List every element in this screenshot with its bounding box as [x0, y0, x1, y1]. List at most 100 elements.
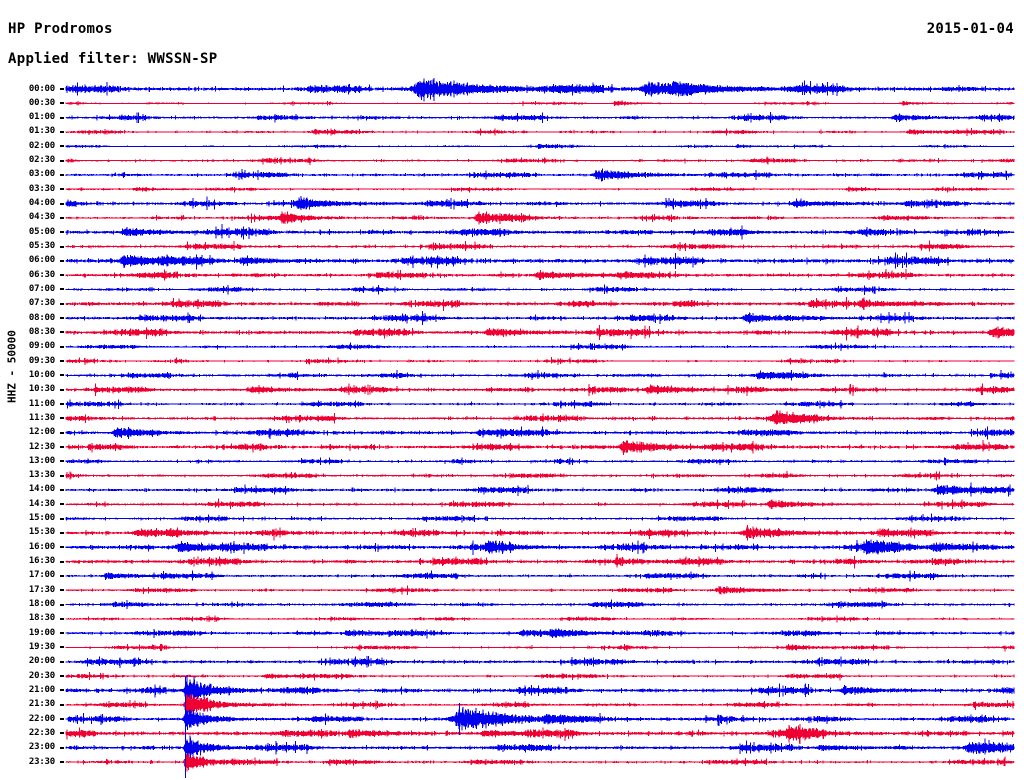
time-tick-label: 07:30: [28, 298, 55, 309]
time-axis-tick: [60, 159, 64, 162]
trace-1800: [65, 599, 1015, 610]
time-axis-tick: [60, 517, 64, 520]
time-tick-label: 10:00: [28, 369, 55, 380]
time-axis-tick: [60, 703, 64, 706]
trace-0300: [65, 168, 1015, 182]
trace-1400: [65, 482, 1015, 497]
trace-1930: [65, 643, 1015, 652]
trace-0230: [65, 156, 1015, 166]
time-axis-tick: [60, 531, 64, 534]
time-axis-tick: [60, 431, 64, 434]
time-axis-tick: [60, 474, 64, 477]
time-tick-label: 03:00: [28, 169, 55, 180]
time-axis-tick: [60, 546, 64, 549]
time-tick-label: 04:00: [28, 198, 55, 209]
trace-0500: [65, 224, 1015, 240]
time-tick-label: 02:30: [28, 155, 55, 166]
time-tick-label: 13:00: [28, 455, 55, 466]
time-axis-tick: [60, 388, 64, 391]
time-tick-label: 01:00: [28, 112, 55, 123]
time-axis-tick: [60, 202, 64, 205]
time-tick-label: 14:00: [28, 484, 55, 495]
trace-2230: [65, 724, 1015, 745]
time-tick-label: 01:30: [28, 126, 55, 137]
time-axis-tick: [60, 488, 64, 491]
time-axis-tick: [60, 732, 64, 735]
time-axis-tick: [60, 646, 64, 649]
trace-0930: [65, 357, 1015, 366]
time-tick-label: 05:00: [28, 226, 55, 237]
time-axis-tick: [60, 689, 64, 692]
trace-1000: [65, 369, 1015, 381]
time-tick-label: 14:30: [28, 498, 55, 509]
time-tick-label: 18:30: [28, 613, 55, 624]
time-tick-label: 18:00: [28, 599, 55, 610]
trace-2030: [65, 671, 1015, 681]
time-axis-tick: [60, 718, 64, 721]
time-axis-tick: [60, 274, 64, 277]
trace-0830: [65, 325, 1015, 341]
trace-0600: [65, 252, 1015, 270]
time-axis-tick: [60, 761, 64, 764]
time-tick-label: 15:30: [28, 527, 55, 538]
time-tick-label: 00:00: [28, 83, 55, 94]
time-axis-tick: [60, 417, 64, 420]
time-axis-tick: [60, 88, 64, 90]
time-axis-tick: [60, 116, 64, 119]
time-axis-tick: [60, 632, 64, 635]
trace-0530: [65, 240, 1015, 252]
time-tick-label: 22:00: [28, 713, 55, 724]
time-tick-label: 00:30: [28, 97, 55, 108]
trace-2200: [65, 705, 1015, 731]
trace-2000: [65, 655, 1015, 668]
time-axis-tick: [60, 746, 64, 749]
time-axis-tick: [60, 288, 64, 291]
station-title: HP Prodromos: [8, 21, 113, 37]
time-axis-tick: [60, 460, 64, 463]
time-tick-label: 17:30: [28, 584, 55, 595]
time-axis-tick: [60, 574, 64, 577]
trace-1300: [65, 457, 1015, 466]
trace-1100: [65, 399, 1015, 409]
time-axis-tick: [60, 360, 64, 363]
time-axis-tick: [60, 403, 64, 406]
time-axis-tick: [60, 231, 64, 234]
time-axis-tick: [60, 446, 64, 448]
time-tick-label: 21:00: [28, 684, 55, 695]
time-axis-tick: [60, 660, 64, 663]
time-tick-label: 07:00: [28, 283, 55, 294]
trace-0800: [65, 311, 1015, 325]
time-tick-label: 13:30: [28, 470, 55, 481]
time-tick-label: 17:00: [28, 570, 55, 581]
time-tick-label: 11:00: [28, 398, 55, 409]
time-axis-tick: [60, 560, 64, 563]
time-axis-tick: [60, 374, 64, 377]
trace-1600: [65, 539, 1015, 555]
time-tick-label: 20:30: [28, 670, 55, 681]
time-tick-label: 04:30: [28, 212, 55, 223]
trace-2100: [65, 674, 1015, 704]
trace-0100: [65, 111, 1015, 124]
trace-1230: [65, 440, 1015, 456]
trace-0630: [65, 268, 1015, 281]
time-tick-label: 09:00: [28, 341, 55, 352]
trace-1130: [65, 410, 1015, 425]
time-axis-tick: [60, 345, 64, 348]
applied-filter-label: Applied filter: WWSSN-SP: [8, 51, 218, 67]
time-axis-tick: [60, 145, 64, 148]
time-tick-label: 12:30: [28, 441, 55, 452]
time-tick-label: 19:00: [28, 627, 55, 638]
time-tick-label: 16:00: [28, 541, 55, 552]
time-tick-label: 11:30: [28, 412, 55, 423]
time-axis-tick: [60, 302, 64, 305]
trace-2130: [65, 694, 1015, 720]
trace-0900: [65, 342, 1015, 352]
time-tick-labels: 00:00 00:30 01:00 01:30 02:00 02:30 03:00 03:30…: [0, 78, 64, 778]
record-date: 2015-01-04: [926, 21, 1014, 37]
time-tick-label: 02:00: [28, 140, 55, 151]
trace-0200: [65, 143, 1015, 150]
time-tick-label: 12:00: [28, 427, 55, 438]
time-tick-label: 21:30: [28, 699, 55, 710]
time-tick-label: 15:00: [28, 513, 55, 524]
time-axis-tick: [60, 102, 64, 105]
